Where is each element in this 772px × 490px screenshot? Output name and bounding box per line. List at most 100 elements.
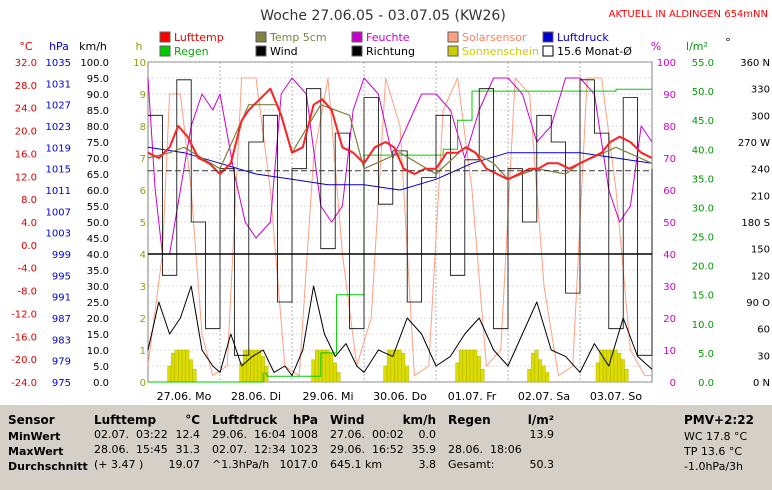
- table-cell: 13.9: [529, 428, 555, 441]
- table-cell: 3.8: [418, 458, 437, 471]
- sunshine-bar: [531, 353, 535, 383]
- legend-label: 15.6 Monat-Ø: [557, 45, 632, 58]
- lufttemp-unit: °C: [185, 413, 200, 427]
- chart-subtitle: AKTUELL IN ALDINGEN 654mNN: [609, 9, 768, 20]
- temp-tick-label: 0.0: [21, 241, 37, 252]
- wind-tick-label: 40.0: [87, 250, 109, 261]
- sunshine-bar: [595, 362, 600, 383]
- sensor-column: Sensor MinWert MaxWert Durchschnitt: [8, 412, 88, 474]
- table-cell: (+ 3.47 ): [94, 458, 144, 471]
- table-cell: 35.9: [411, 443, 437, 456]
- direction-tick-label: 150: [751, 245, 770, 256]
- sunshine-bar: [174, 349, 179, 383]
- humidity-tick-label: 40: [663, 250, 676, 261]
- wind-tick-label: 50.0: [87, 218, 109, 229]
- legend-swatch: [255, 45, 267, 57]
- direction-tick-label: 360 N: [740, 58, 770, 69]
- x-tick-label: 30.06. Do: [373, 390, 427, 403]
- chart-title: Woche 27.06.05 - 03.07.05 (KW26): [260, 8, 506, 24]
- wind-tick-label: 85.0: [87, 106, 109, 117]
- table-cell: 15:45: [136, 443, 168, 456]
- sunshine-bar: [257, 349, 262, 383]
- sunshine-bar: [538, 359, 543, 383]
- rain-tick-label: 35.0: [692, 174, 714, 185]
- table-cell: 645.1 km: [330, 458, 383, 471]
- sunshine-bar: [315, 349, 319, 383]
- rain-tick-label: 20.0: [692, 262, 714, 273]
- humidity-tick-label: 100: [657, 58, 676, 69]
- legend-label: Richtung: [366, 45, 415, 58]
- sunshine-bar: [383, 365, 388, 383]
- legend-label: Lufttemp: [174, 31, 224, 44]
- sun-tick-label: 5: [140, 218, 146, 229]
- wind-tick-label: 70.0: [87, 154, 109, 165]
- temp-axis-label: °C: [19, 40, 33, 53]
- pressure-tick-label: 979: [52, 357, 71, 368]
- temp-tick-label: -24.0: [11, 378, 37, 389]
- wind-tick-label: 25.0: [87, 298, 109, 309]
- rain-tick-label: 50.0: [692, 87, 714, 98]
- wind-tick-label: 90.0: [87, 90, 109, 101]
- temp-tick-label: 20.0: [15, 127, 37, 138]
- sunshine-bar: [613, 349, 618, 383]
- sunshine-bar: [185, 349, 190, 383]
- pressure-tick-label: 991: [52, 293, 71, 304]
- sun-tick-label: 1: [140, 346, 146, 357]
- pressure-tick-label: 999: [52, 250, 71, 261]
- sunshine-bar: [181, 349, 186, 383]
- pressure-tick-label: 987: [52, 314, 71, 325]
- sunshine-bar: [477, 356, 481, 383]
- temp-tick-label: -20.0: [11, 355, 37, 366]
- table-cell: 19.07: [168, 458, 201, 471]
- table-cell: 29.06.: [212, 428, 247, 441]
- sunshine-bar: [405, 365, 409, 383]
- sun-tick-label: 9: [140, 90, 146, 101]
- legend-swatch: [542, 31, 554, 43]
- rain-tick-label: 0.0: [698, 378, 714, 389]
- legend-swatch: [351, 45, 363, 57]
- rain-axis-label: l/m²: [686, 40, 708, 53]
- wind-tick-label: 15.0: [87, 330, 109, 341]
- table-cell: 03:22: [136, 428, 168, 441]
- sunshine-bar: [621, 359, 625, 383]
- weekly-weather-chart: Woche 27.06.05 - 03.07.05 (KW26) AKTUELL…: [11, 8, 771, 403]
- legend-swatch: [542, 45, 554, 57]
- table-cell: 27.06.: [330, 428, 365, 441]
- legend-swatch: [159, 31, 171, 43]
- regen-column: Regen l/m² 13.9 28.06. 18:06 Gesamt: 50.3: [448, 412, 554, 472]
- sun-tick-label: 0: [140, 378, 146, 389]
- temp-tick-label: 12.0: [15, 172, 37, 183]
- temp-tick-label: 24.0: [15, 104, 37, 115]
- rain-tick-label: 5.0: [698, 349, 714, 360]
- table-cell: 0.0: [418, 428, 437, 441]
- luftdruck-column: Luftdruck hPa 29.06. 16:04 1008 02.07. 12:34…: [212, 412, 318, 472]
- rain-tick-label: 45.0: [692, 116, 714, 127]
- plot-series: [147, 77, 653, 383]
- sunshine-bar: [599, 349, 604, 383]
- pressure-tick-label: 983: [52, 335, 71, 346]
- humidity-tick-label: 10: [663, 346, 676, 357]
- table-cell: 1017.0: [279, 458, 319, 471]
- sunshine-bar: [188, 359, 193, 383]
- sunshine-bar: [462, 349, 467, 383]
- sunshine-bar: [178, 349, 182, 383]
- regen-header: Regen: [448, 413, 491, 427]
- humidity-tick-label: 0: [670, 378, 676, 389]
- table-cell: 28.06.: [94, 443, 129, 456]
- lufttemp-column: Lufttemp °C 02.07. 03:22 12.4 28.06. 15:45 31…: [94, 412, 200, 472]
- x-tick-label: 02.07. Sa: [518, 390, 570, 403]
- direction-axis-label: °: [725, 36, 731, 49]
- table-cell: 18:06: [490, 443, 522, 456]
- direction-tick-label: 120: [751, 271, 770, 282]
- luftdruck-header: Luftdruck: [212, 413, 278, 427]
- pmv-row: WC 17.8 °C: [684, 430, 748, 443]
- temp-tick-label: 4.0: [21, 218, 37, 229]
- humidity-line: [147, 77, 653, 255]
- sunshine-bar: [401, 353, 406, 383]
- wind-tick-label: 0.0: [93, 378, 109, 389]
- sunshine-bar: [455, 362, 460, 383]
- sunshine-bar: [466, 349, 470, 383]
- lufttemp-header: Lufttemp: [94, 413, 157, 427]
- legend-label: Regen: [174, 45, 209, 58]
- pmv-column: PMV+2:22 WC 17.8 °C TP 13.6 °C -1.0hPa/3…: [684, 412, 768, 474]
